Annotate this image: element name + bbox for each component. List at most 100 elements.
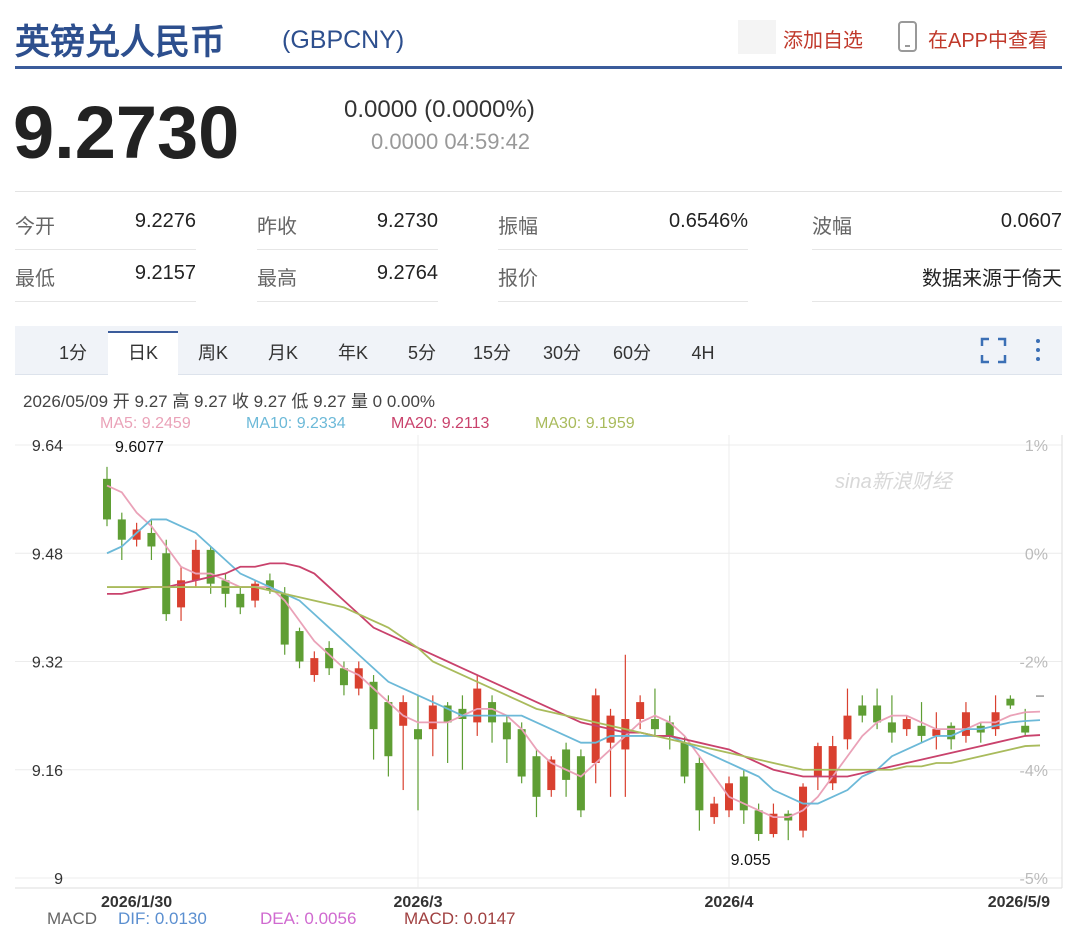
candle-body (873, 705, 882, 723)
y-tick-label: 9 (54, 871, 63, 888)
candle-body (325, 647, 334, 669)
candle-body (310, 658, 319, 676)
candle-body (532, 756, 541, 797)
y-tick-label: 9.16 (32, 763, 63, 780)
y-tick-label: 9.64 (32, 438, 63, 455)
tab[interactable]: 年K (337, 343, 368, 363)
candle-body (858, 705, 867, 716)
stat-value: 9.2730 (376, 210, 438, 232)
min-label: 9.055 (731, 852, 771, 869)
stat-sep (498, 301, 748, 302)
candle-body (517, 729, 526, 777)
stat-label: 最低 (15, 268, 55, 290)
candle-body (576, 756, 585, 811)
tab[interactable]: 4H (691, 343, 715, 363)
candle-body (947, 725, 956, 740)
tab[interactable]: 1分 (58, 343, 87, 363)
stat-sep (498, 249, 748, 250)
legend-entry: MA5: 9.2459 (100, 415, 191, 432)
candle-body (991, 712, 1000, 730)
y-tick-label: 9.32 (32, 655, 63, 672)
legend-entry: MA30: 9.1959 (535, 415, 635, 432)
macd-dif: DIF: 0.0130 (118, 909, 207, 928)
macd-dea: DEA: 0.0056 (260, 909, 356, 928)
y2-tick-label: 1% (1025, 438, 1048, 455)
price: 9.2730 (13, 91, 240, 174)
stat-label: 昨收 (257, 216, 297, 238)
candle-body (191, 549, 200, 581)
ma-line (107, 562, 1041, 778)
candle-body (502, 722, 511, 740)
candle-body (339, 668, 348, 686)
title: 英镑兑人民币 (15, 23, 226, 62)
y2-tick-label: -2% (1020, 655, 1048, 672)
candle-body (591, 695, 600, 763)
stat-label: 波幅 (812, 216, 852, 238)
stat-sep (257, 301, 438, 302)
stat-sep (257, 249, 438, 250)
candle-body (384, 702, 393, 757)
ma-line (106, 484, 1041, 819)
code: (GBPCNY) (282, 26, 405, 54)
ma-line (107, 586, 1041, 771)
candle-body (547, 759, 556, 791)
stat-label: 报价 (498, 268, 538, 290)
candle-body (680, 742, 689, 777)
tab[interactable]: 30分 (542, 343, 582, 363)
x-tick-label: 2026/3 (394, 894, 443, 911)
candle-body (562, 749, 571, 780)
tab-bar (15, 326, 1062, 375)
stat-value: 9.2276 (134, 210, 196, 232)
stat-value: 数据来源于倚天 (922, 268, 1062, 290)
candle-body (147, 532, 156, 547)
candle-body (117, 519, 126, 540)
max-label: 9.6077 (115, 439, 164, 456)
candle-body (369, 681, 378, 730)
candle-body (265, 580, 274, 591)
legend-entry: MA20: 9.2113 (391, 415, 490, 432)
candle-body (251, 583, 260, 601)
tab[interactable]: 60分 (612, 343, 652, 363)
stat-value: 9.2764 (376, 262, 438, 284)
y-tick-label: 9.48 (32, 546, 63, 563)
tab[interactable]: 日K (127, 343, 158, 363)
candle-body (458, 708, 467, 720)
open-app[interactable]: 在APP中查看 (928, 30, 1049, 52)
stat-value: 0.6546% (669, 210, 748, 232)
candle-body (917, 725, 926, 736)
stat-label: 今开 (15, 216, 55, 238)
candle-body (695, 762, 704, 811)
candle-body (206, 549, 215, 584)
candle-body (132, 529, 141, 540)
candle-body (828, 746, 837, 784)
candle-body (1021, 725, 1030, 733)
toolbar-icons (980, 337, 1040, 364)
y2-tick-label: -5% (1020, 871, 1048, 888)
candle-body (162, 553, 171, 615)
candle-body (414, 729, 422, 740)
tab[interactable]: 月K (267, 343, 298, 363)
candle-body (636, 702, 645, 720)
tab[interactable]: 15分 (472, 343, 512, 363)
candle-body (799, 786, 808, 831)
ma-line (106, 518, 1041, 805)
tab[interactable]: 周K (197, 343, 228, 363)
candle-body (769, 813, 778, 835)
change: 0.0000 (0.0000%) (344, 96, 535, 123)
candle-body (295, 631, 304, 662)
candle-body (961, 712, 970, 736)
candle-body (236, 593, 245, 608)
candle-body (813, 746, 822, 777)
divider (15, 191, 1062, 192)
tab[interactable]: 5分 (407, 343, 436, 363)
add-watch[interactable]: 添加自选 (783, 30, 863, 52)
watch-icon-bg (738, 20, 776, 54)
macd-macd: MACD: 0.0147 (404, 909, 516, 928)
candle-body (354, 668, 363, 689)
stat-label: 最高 (257, 268, 297, 290)
stat-sep (15, 249, 196, 250)
candle-body (488, 702, 497, 723)
y2-tick-label: -4% (1020, 763, 1048, 780)
candle-body (473, 688, 482, 723)
